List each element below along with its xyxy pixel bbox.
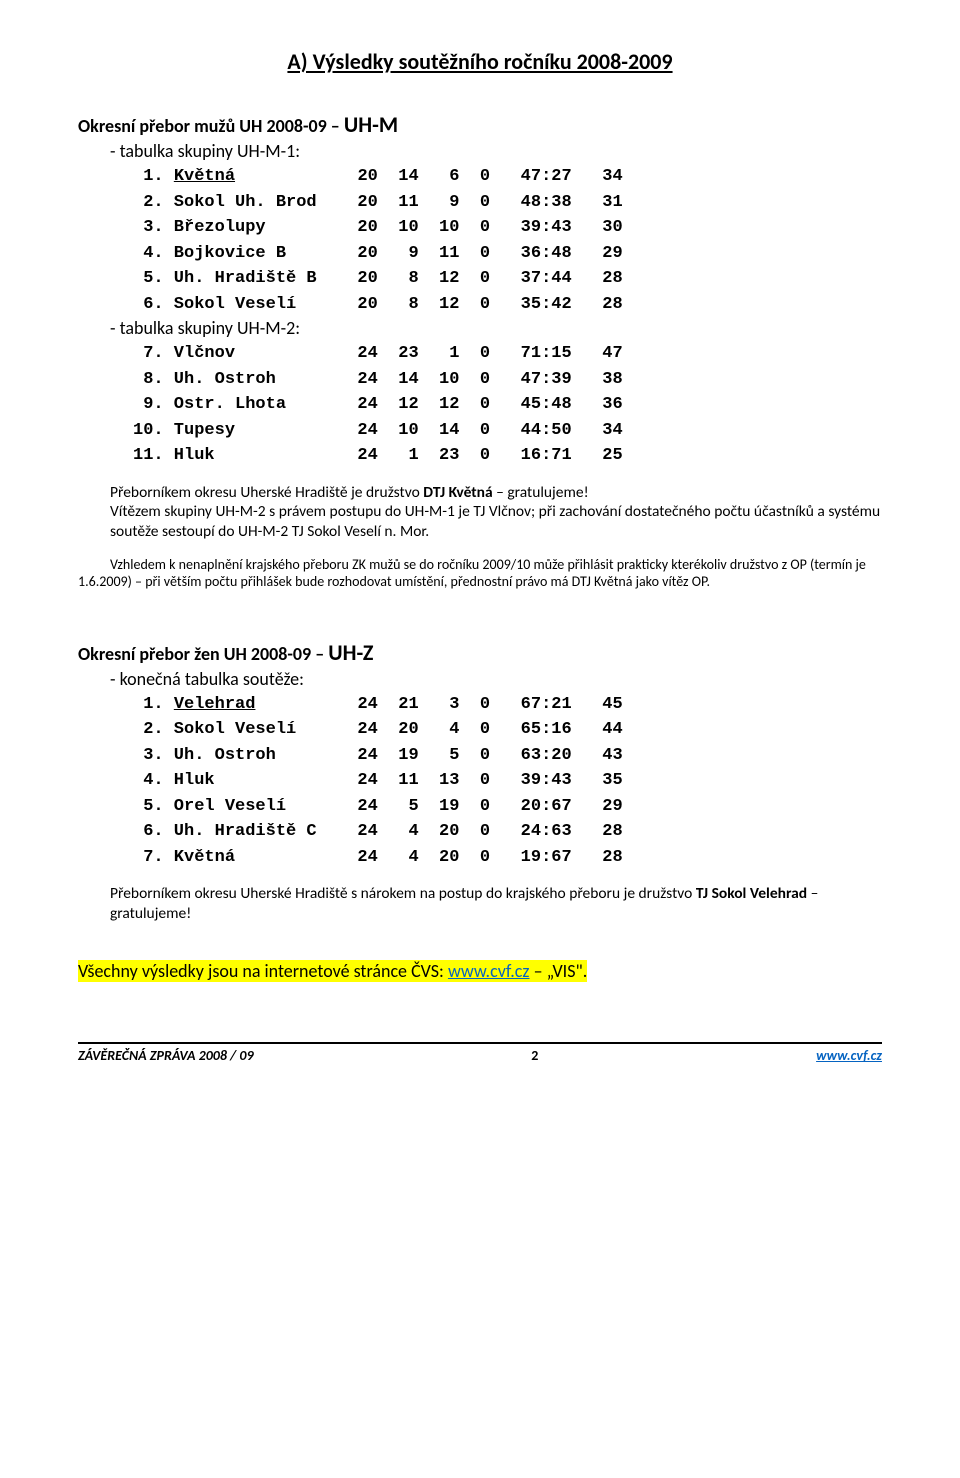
page-footer: ZÁVĚREČNÁ ZPRÁVA 2008 / 09 2 www.cvf.cz [78, 1042, 882, 1064]
table-row: 10. Tupesy 24 10 14 0 44:50 34 [133, 418, 882, 444]
mens-group2-table: 7. Vlčnov 24 23 1 0 71:15 47 8. Uh. Ostr… [133, 341, 882, 469]
page-title: A) Výsledky soutěžního ročníku 2008-2009 [78, 48, 882, 75]
womens-para1-a: Přeborníkem okresu Uherské Hradiště s ná… [110, 884, 696, 903]
table-row: 7. Vlčnov 24 23 1 0 71:15 47 [133, 341, 882, 367]
footer-page-number: 2 [531, 1047, 538, 1064]
table-row: 4. Hluk 24 11 13 0 39:43 35 [133, 768, 882, 794]
document-page: A) Výsledky soutěžního ročníku 2008-2009… [0, 0, 960, 1002]
mens-group2-label: - tabulka skupiny UH-M-2: [110, 317, 882, 339]
highlight-line: Všechny výsledky jsou na internetové str… [78, 960, 882, 982]
mens-code: UH-M [344, 111, 398, 138]
mens-para1-c: – gratulujeme! [493, 483, 589, 502]
mens-group1-table: 1. Květná 20 14 6 0 47:27 34 2. Sokol Uh… [133, 164, 882, 317]
table-row: 1. Velehrad 24 21 3 0 67:21 45 [133, 692, 882, 718]
footer-link[interactable]: www.cvf.cz [816, 1047, 882, 1064]
table-row: 8. Uh. Ostroh 24 14 10 0 47:39 38 [133, 367, 882, 393]
womens-heading-prefix: Okresní přebor žen UH 2008-09 – [78, 643, 328, 665]
table-row: 5. Orel Veselí 24 5 19 0 20:67 29 [133, 794, 882, 820]
womens-table: 1. Velehrad 24 21 3 0 67:21 45 2. Sokol … [133, 692, 882, 871]
table-row: 5. Uh. Hradiště B 20 8 12 0 37:44 28 [133, 266, 882, 292]
table-row: 2. Sokol Uh. Brod 20 11 9 0 48:38 31 [133, 190, 882, 216]
footer-right: www.cvf.cz [816, 1047, 882, 1064]
womens-para1: Přeborníkem okresu Uherské Hradiště s ná… [110, 884, 882, 924]
table-row: 7. Květná 24 4 20 0 19:67 28 [133, 845, 882, 871]
footer-left: ZÁVĚREČNÁ ZPRÁVA 2008 / 09 [78, 1047, 254, 1064]
highlight-post: – „VIS". [530, 960, 588, 982]
womens-code: UH-Z [328, 639, 373, 666]
mens-heading-prefix: Okresní přebor mužů UH 2008-09 – [78, 115, 344, 137]
mens-group1-label: - tabulka skupiny UH-M-1: [110, 140, 882, 162]
mens-para1-bold: DTJ Květná [423, 483, 492, 502]
mens-para3: Vzhledem k nenaplnění krajského přeboru … [78, 556, 882, 591]
table-row: 2. Sokol Veselí 24 20 4 0 65:16 44 [133, 717, 882, 743]
mens-heading: Okresní přebor mužů UH 2008-09 – UH-M [78, 111, 882, 138]
highlight-bg: Všechny výsledky jsou na internetové str… [78, 960, 587, 982]
womens-table-label: - konečná tabulka soutěže: [110, 668, 882, 690]
table-row: 6. Uh. Hradiště C 24 4 20 0 24:63 28 [133, 819, 882, 845]
womens-para1-bold: TJ Sokol Velehrad [696, 884, 807, 903]
table-row: 4. Bojkovice B 20 9 11 0 36:48 29 [133, 241, 882, 267]
mens-para1: Přeborníkem okresu Uherské Hradiště je d… [110, 483, 882, 542]
table-row: 11. Hluk 24 1 23 0 16:71 25 [133, 443, 882, 469]
highlight-link[interactable]: www.cvf.cz [448, 960, 530, 982]
womens-heading: Okresní přebor žen UH 2008-09 – UH-Z [78, 639, 882, 666]
mens-para1-a: Přeborníkem okresu Uherské Hradiště je d… [110, 483, 423, 502]
highlight-pre: Všechny výsledky jsou na internetové str… [78, 960, 448, 982]
table-row: 1. Květná 20 14 6 0 47:27 34 [133, 164, 882, 190]
table-row: 3. Březolupy 20 10 10 0 39:43 30 [133, 215, 882, 241]
mens-para2: Vítězem skupiny UH-M-2 s právem postupu … [110, 502, 880, 541]
table-row: 3. Uh. Ostroh 24 19 5 0 63:20 43 [133, 743, 882, 769]
table-row: 6. Sokol Veselí 20 8 12 0 35:42 28 [133, 292, 882, 318]
table-row: 9. Ostr. Lhota 24 12 12 0 45:48 36 [133, 392, 882, 418]
